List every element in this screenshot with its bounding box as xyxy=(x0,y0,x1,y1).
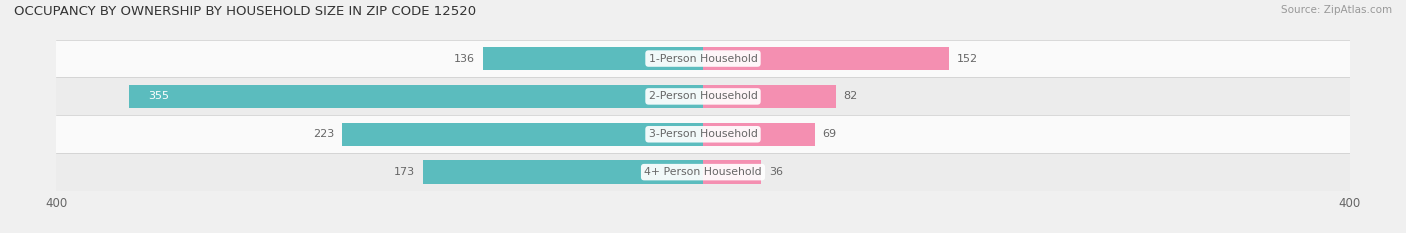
Text: 3-Person Household: 3-Person Household xyxy=(648,129,758,139)
Bar xyxy=(703,47,949,70)
Bar xyxy=(56,77,1350,115)
Text: OCCUPANCY BY OWNERSHIP BY HOUSEHOLD SIZE IN ZIP CODE 12520: OCCUPANCY BY OWNERSHIP BY HOUSEHOLD SIZE… xyxy=(14,5,477,18)
Bar xyxy=(484,47,703,70)
Text: 136: 136 xyxy=(454,54,475,64)
Bar xyxy=(703,123,814,146)
Text: 1-Person Household: 1-Person Household xyxy=(648,54,758,64)
Bar xyxy=(56,40,1350,77)
Text: 69: 69 xyxy=(823,129,837,139)
Text: 152: 152 xyxy=(957,54,979,64)
Text: 36: 36 xyxy=(769,167,783,177)
Text: 173: 173 xyxy=(394,167,415,177)
Bar xyxy=(56,153,1350,191)
Text: 2-Person Household: 2-Person Household xyxy=(648,91,758,101)
Bar xyxy=(129,85,703,108)
Text: 82: 82 xyxy=(844,91,858,101)
Text: 223: 223 xyxy=(314,129,335,139)
Bar xyxy=(56,115,1350,153)
Bar xyxy=(703,85,835,108)
Bar xyxy=(703,160,761,184)
Bar xyxy=(423,160,703,184)
Bar xyxy=(343,123,703,146)
Text: 4+ Person Household: 4+ Person Household xyxy=(644,167,762,177)
Text: Source: ZipAtlas.com: Source: ZipAtlas.com xyxy=(1281,5,1392,15)
Text: 355: 355 xyxy=(149,91,169,101)
